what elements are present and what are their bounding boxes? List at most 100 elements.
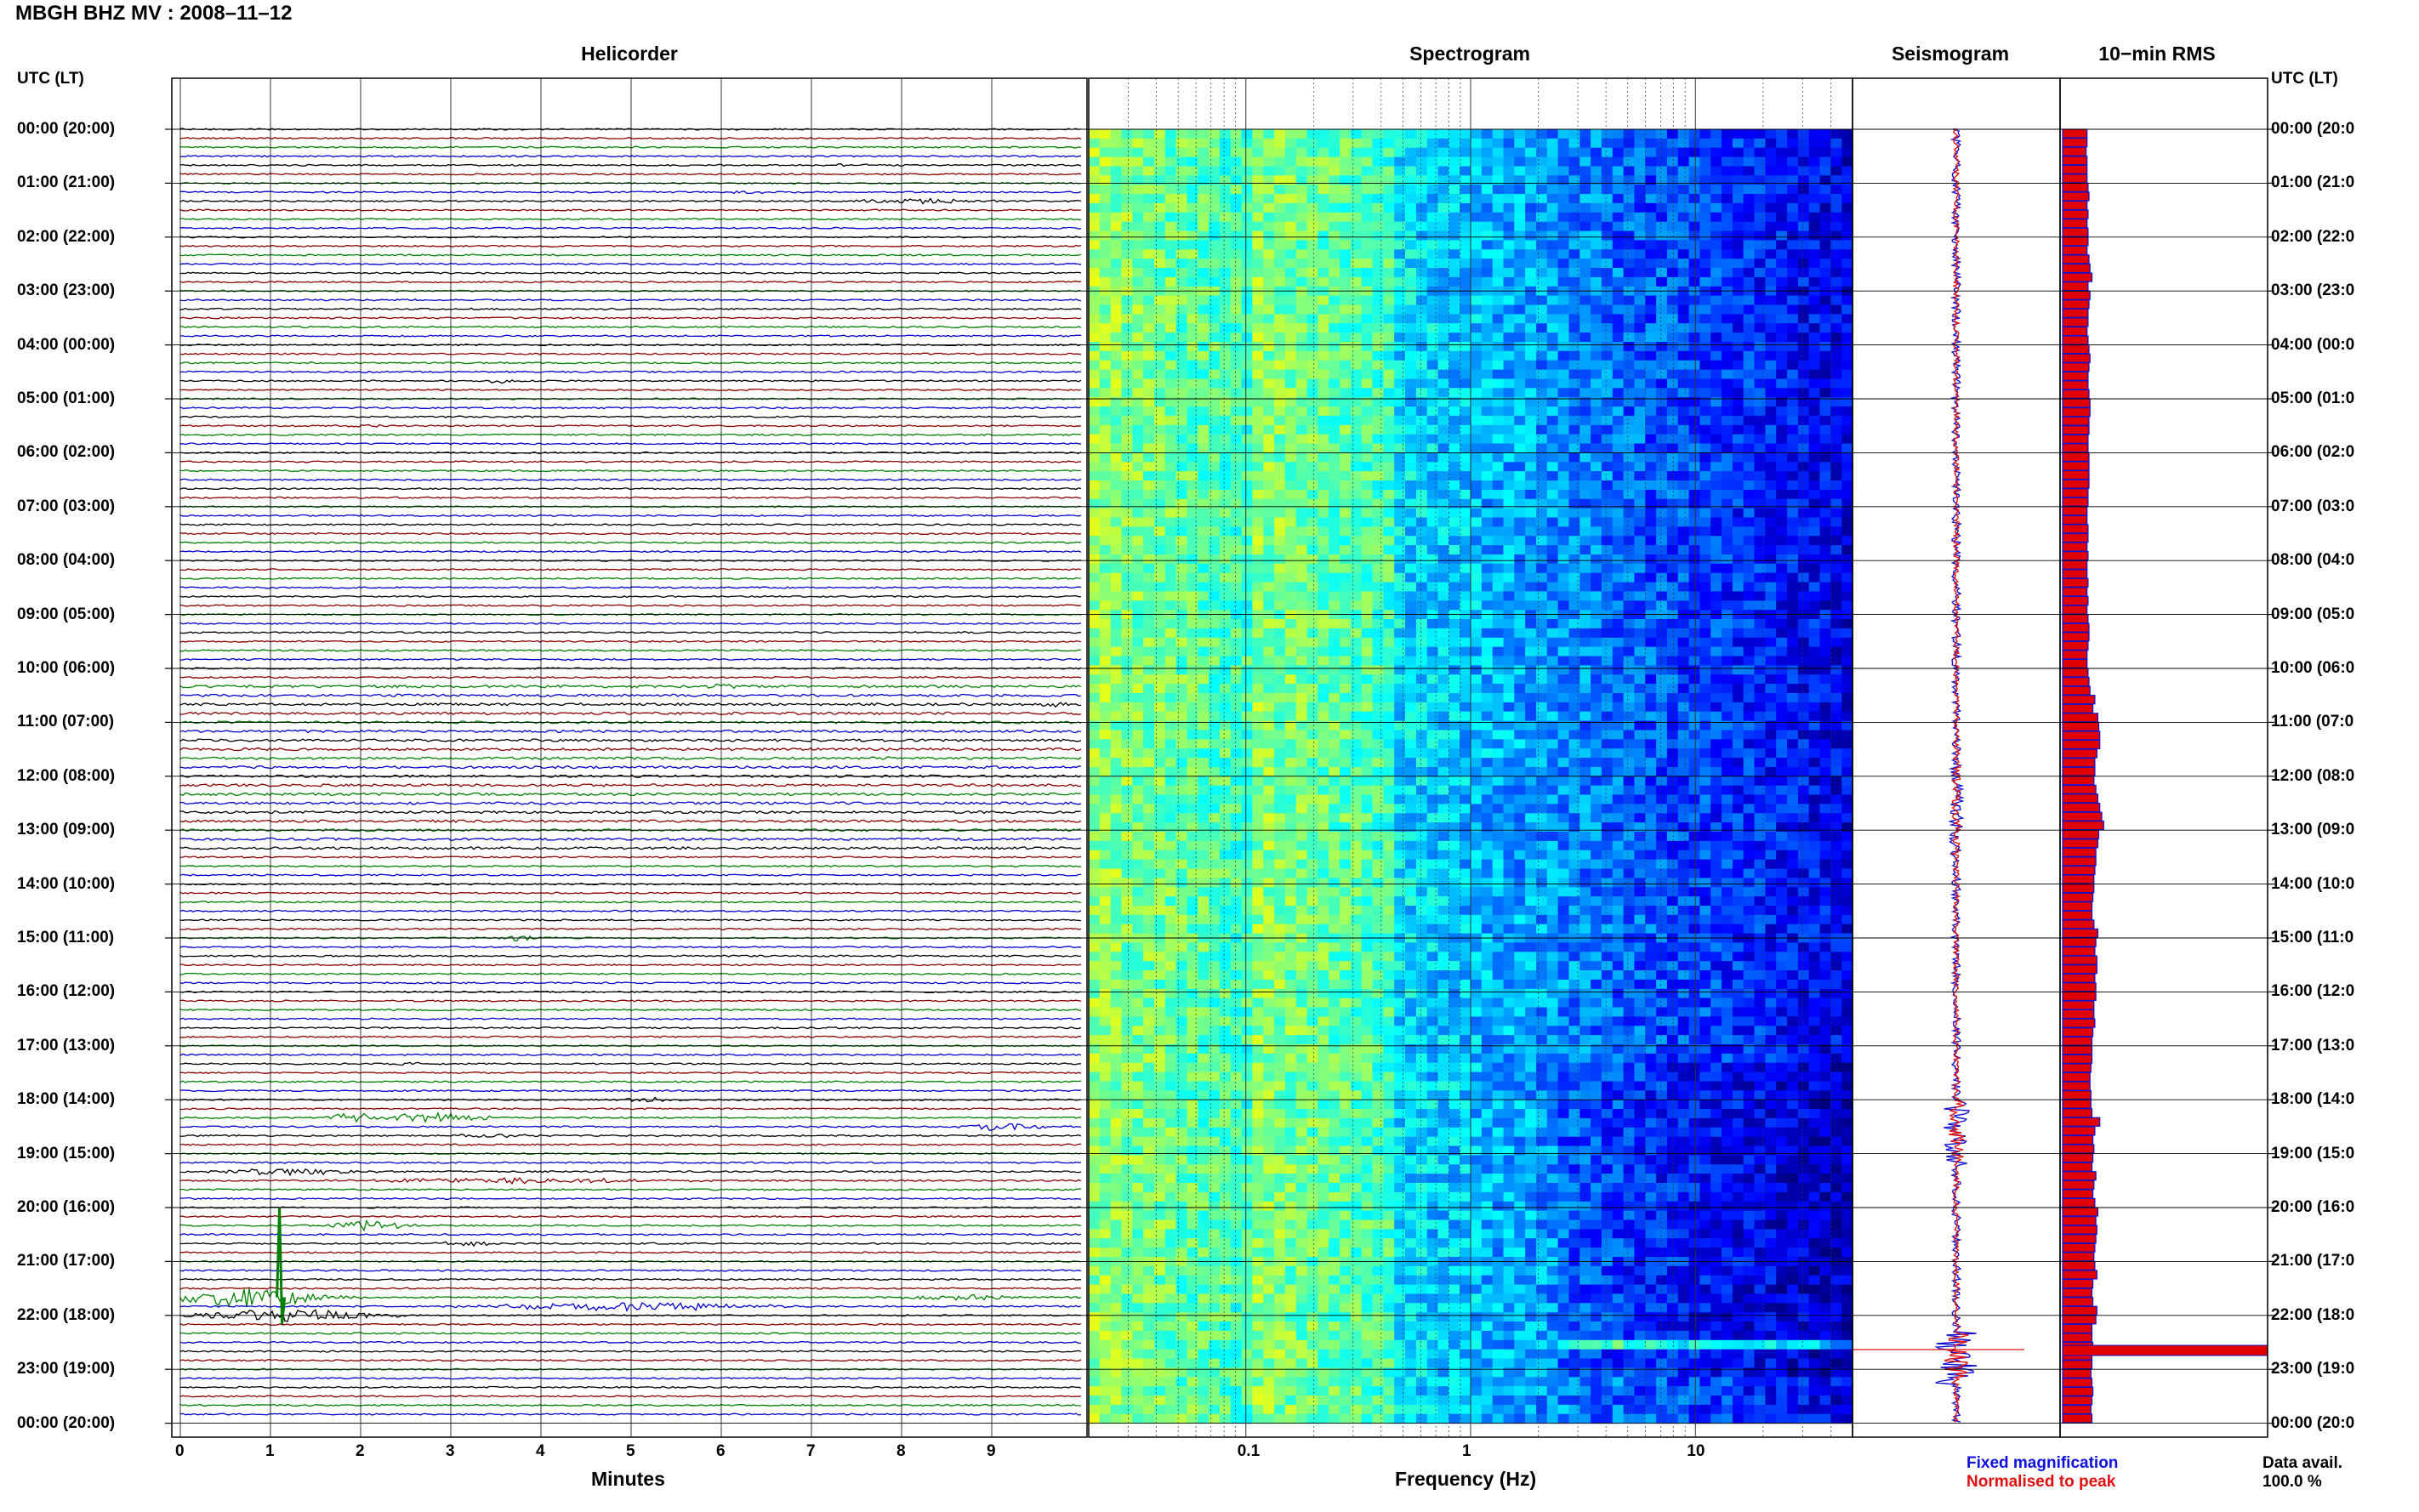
spectrogram-cell: [1765, 674, 1777, 685]
spectrogram-cell: [1340, 536, 1352, 546]
spectrogram-cell: [1525, 711, 1537, 722]
spectrogram-cell: [1372, 138, 1384, 149]
spectrogram-cell: [1557, 276, 1569, 287]
spectrogram-cell: [1099, 166, 1112, 176]
spectrogram-cell: [1263, 424, 1275, 435]
spectrogram-cell: [1732, 693, 1745, 703]
spectrogram-cell: [1415, 489, 1428, 500]
spectrogram-cell: [1546, 720, 1559, 731]
spectrogram-cell: [1241, 350, 1253, 361]
spectrogram-cell: [1765, 711, 1777, 722]
spectrogram-cell: [1110, 665, 1123, 675]
spectrogram-cell: [1426, 702, 1439, 713]
spectrogram-cell: [1699, 452, 1711, 463]
spectrogram-cell: [1154, 674, 1166, 685]
spectrogram-cell: [1514, 369, 1526, 380]
spectrogram-cell: [1350, 415, 1363, 426]
spectrogram-cell: [1471, 508, 1483, 519]
spectrogram-cell: [1503, 656, 1515, 666]
spectrogram-cell: [1340, 498, 1352, 509]
spectrogram-cell: [1143, 684, 1155, 694]
helicorder-trace: [179, 1026, 1082, 1030]
spectrogram-cell: [1841, 175, 1853, 185]
spectrogram-cell: [1634, 591, 1646, 601]
spectrogram-cell: [1579, 646, 1591, 657]
spectrogram-cell: [1514, 323, 1526, 333]
spectrogram-cell: [1241, 259, 1253, 269]
spectrogram-cell: [1797, 702, 1810, 713]
spectrogram-cell: [1132, 175, 1144, 185]
spectrogram-cell: [1121, 619, 1133, 629]
spectrogram-cell: [1797, 249, 1810, 259]
spectrogram-cell: [1361, 674, 1374, 685]
spectrogram-cell: [1808, 276, 1821, 287]
spectrogram-cell: [1099, 591, 1112, 601]
spectrogram-cell: [1568, 230, 1580, 242]
spectrogram-cell: [1318, 434, 1329, 445]
spectrogram-cell: [1460, 147, 1471, 158]
spectrogram-cell: [1841, 185, 1853, 195]
spectrogram-cell: [1284, 397, 1297, 407]
spectrogram-cell: [1699, 175, 1711, 185]
spectrogram-cell: [1666, 406, 1679, 417]
spectrogram-cell: [1688, 166, 1700, 176]
spectrogram-cell: [1666, 424, 1679, 435]
spectrogram-cell: [1765, 582, 1777, 593]
time-label-left: 23:00 (19:00): [17, 1360, 116, 1378]
spectrogram-cell: [1514, 342, 1526, 352]
spectrogram-cell: [1350, 323, 1363, 333]
spectrogram-cell: [1274, 230, 1286, 242]
spectrogram-cell: [1241, 563, 1253, 574]
spectrogram-cell: [1164, 517, 1177, 527]
spectrogram-cell: [1405, 758, 1417, 768]
spectrogram-cell: [1219, 720, 1232, 731]
spectrogram-cell: [1284, 471, 1297, 481]
spectrogram-cell: [1743, 295, 1756, 306]
spectrogram-cell: [1361, 582, 1374, 593]
spectrogram-cell: [1460, 563, 1471, 574]
spectrogram-cell: [1601, 720, 1614, 731]
spectrogram-cell: [1656, 276, 1668, 287]
spectrogram-cell: [1656, 693, 1668, 703]
spectrogram-cell: [1449, 665, 1460, 675]
spectrogram-cell: [1634, 240, 1646, 250]
spectrogram-cell: [1579, 202, 1591, 213]
spectrogram-cell: [1623, 674, 1635, 685]
spectrogram-cell: [1808, 166, 1821, 176]
spectrogram-cell: [1143, 656, 1155, 666]
spectrogram-cell: [1557, 212, 1569, 223]
spectrogram-cell: [1405, 720, 1417, 731]
spectrogram-cell: [1841, 129, 1853, 139]
spectrogram-cell: [1449, 600, 1460, 611]
spectrogram-cell: [1568, 166, 1580, 176]
spectrogram-cell: [1797, 508, 1810, 519]
spectrogram-cell: [1666, 276, 1679, 287]
spectrogram-cell: [1230, 378, 1243, 389]
spectrogram-cell: [1787, 489, 1799, 500]
spectrogram-cell: [1503, 369, 1515, 380]
spectrogram-cell: [1699, 443, 1711, 453]
spectrogram-cell: [1219, 138, 1232, 149]
spectrogram-cell: [1634, 221, 1646, 232]
spectrogram-cell: [1722, 185, 1733, 195]
spectrogram-cell: [1219, 637, 1232, 648]
spectrogram-cell: [1437, 166, 1449, 176]
spectrogram-cell: [1209, 138, 1221, 149]
spectrogram-cell: [1175, 554, 1187, 565]
spectrogram-cell: [1536, 591, 1548, 601]
spectrogram-cell: [1841, 452, 1853, 463]
spectrogram-cell: [1274, 249, 1286, 259]
spectrogram-cell: [1743, 360, 1756, 371]
spectrogram-cell: [1383, 378, 1395, 389]
spectrogram-cell: [1471, 517, 1483, 527]
spectrogram-cell: [1187, 646, 1198, 657]
spectrogram-cell: [1154, 166, 1166, 176]
spectrogram-cell: [1350, 369, 1363, 380]
spectrogram-cell: [1612, 221, 1625, 232]
spectrogram-cell: [1329, 304, 1340, 315]
spectrogram-cell: [1372, 295, 1384, 306]
spectrogram-cell: [1350, 508, 1363, 519]
spectrogram-cell: [1492, 730, 1505, 740]
helicorder-trace: [179, 298, 1082, 302]
spectrogram-cell: [1415, 498, 1428, 509]
